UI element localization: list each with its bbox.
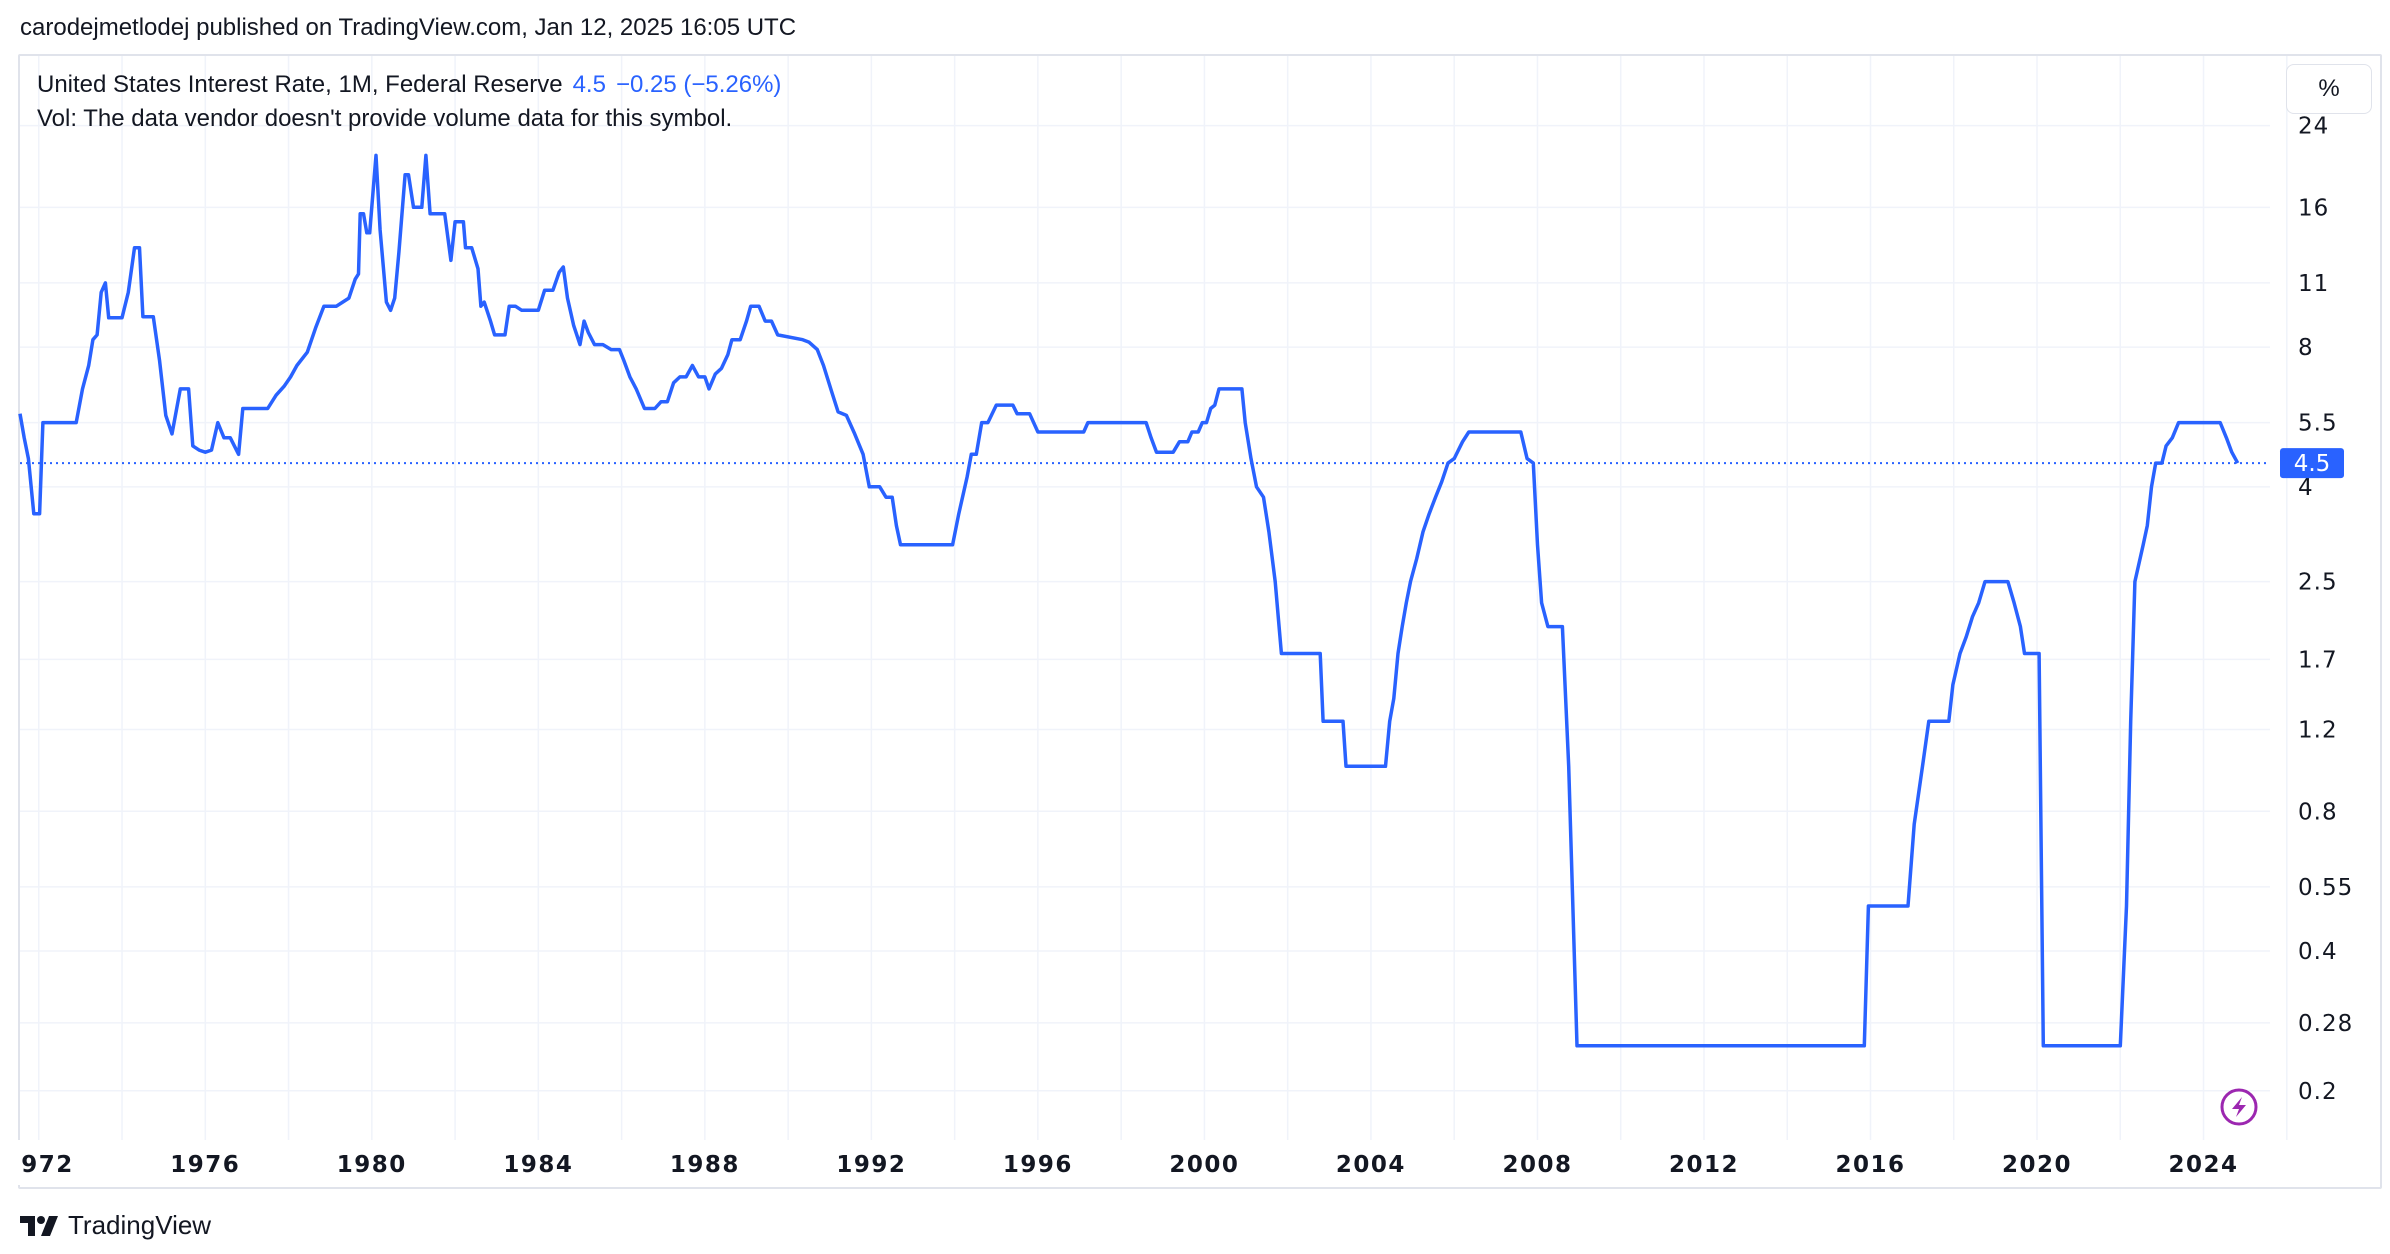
y-tick-label: 24 — [2298, 114, 2329, 140]
x-tick-label: 1980 — [337, 1152, 407, 1178]
x-tick-label: 1984 — [503, 1152, 573, 1178]
y-tick-label: 0.4 — [2298, 939, 2338, 965]
change-value: −0.25 (−5.26%) — [615, 71, 782, 98]
last-value: 4.5 — [572, 71, 606, 98]
last-value-label: 4.5 — [2294, 451, 2331, 477]
y-axis: 24 16 11 8 5.5 4 2.5 1.7 1.2 0.8 0.55 0.4 0.28 0.2 — [2298, 114, 2353, 1105]
y-tick-label: 2.5 — [2298, 570, 2338, 596]
x-axis: 1972 1976 1980 1984 1988 1992 1996 2000 2004 2008… — [0, 1140, 2239, 1185]
y-tick-label: 5.5 — [2298, 411, 2338, 437]
x-tick-label: 1976 — [170, 1152, 240, 1178]
x-tick-label: 1988 — [670, 1152, 740, 1178]
brand-name: TradingView — [68, 1210, 212, 1240]
tradingview-logo[interactable]: TradingView — [20, 1210, 211, 1241]
x-tick-label: 2000 — [1169, 1152, 1239, 1178]
y-tick-label: 1.7 — [2298, 647, 2338, 673]
lightning-icon[interactable] — [2219, 1087, 2259, 1127]
y-tick-label: 8 — [2298, 335, 2314, 361]
y-tick-label: 0.55 — [2298, 875, 2353, 901]
x-tick-label: 2016 — [1835, 1152, 1905, 1178]
symbol-title: United States Interest Rate, 1M, Federal… — [37, 71, 563, 98]
y-tick-label: 0.28 — [2298, 1011, 2353, 1037]
x-tick-label: 2012 — [1669, 1152, 1739, 1178]
chart-legend: United States Interest Rate, 1M, Federal… — [37, 71, 781, 99]
tradingview-logo-icon — [20, 1215, 58, 1236]
grid — [20, 56, 2288, 1140]
x-tick-label: 2008 — [1502, 1152, 1572, 1178]
chart-frame — [18, 54, 2382, 1189]
volume-note: Vol: The data vendor doesn't provide vol… — [37, 105, 733, 132]
percent-scale-button[interactable]: % — [2286, 64, 2372, 114]
y-tick-label: 4 — [2298, 475, 2314, 501]
x-tick-label: 1996 — [1003, 1152, 1073, 1178]
publication-info: carodejmetlodej published on TradingView… — [20, 14, 797, 41]
x-tick-label: 2004 — [1336, 1152, 1406, 1178]
x-tick-label: 2020 — [2002, 1152, 2072, 1178]
y-tick-label: 0.8 — [2298, 799, 2338, 825]
series-line-interest-rate — [18, 153, 2240, 1048]
y-tick-label: 1.2 — [2298, 718, 2338, 744]
y-tick-label: 11 — [2298, 271, 2329, 297]
y-tick-label: 0.2 — [2298, 1079, 2338, 1105]
last-value-badge: 4.5 — [2280, 448, 2344, 479]
y-tick-label: 16 — [2298, 195, 2329, 221]
x-tick-label: 1992 — [836, 1152, 906, 1178]
x-tick-label: 2024 — [2169, 1152, 2239, 1178]
